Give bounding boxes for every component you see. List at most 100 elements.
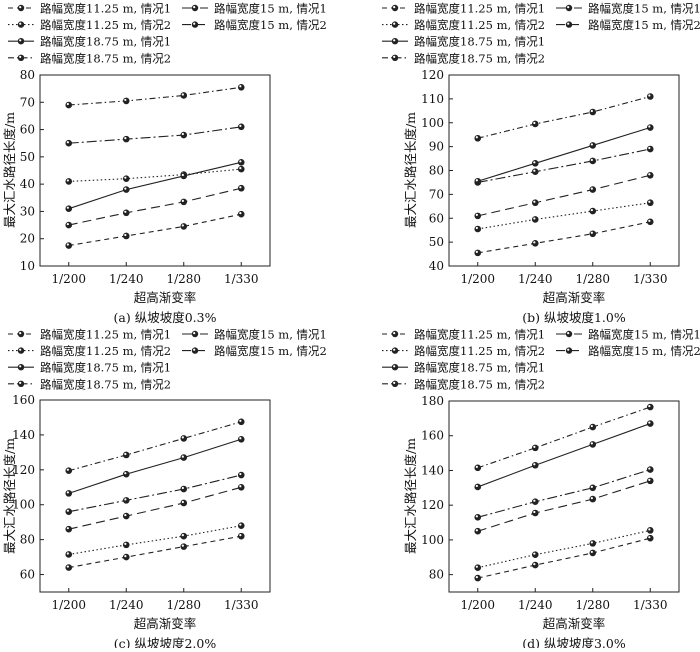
x-tick-label: 1/240: [518, 598, 553, 612]
data-point: [531, 498, 539, 506]
data-point: [474, 514, 482, 521]
legend-marker-highlight: [567, 6, 570, 9]
data-point-highlight: [124, 187, 127, 190]
data-point: [531, 444, 539, 452]
x-tick-label: 1/240: [518, 272, 553, 286]
legend-label: 路幅宽度11.25 m, 情况1: [414, 2, 545, 16]
data-point-highlight: [475, 213, 478, 216]
legend-marker: [17, 364, 25, 371]
data-point: [474, 483, 482, 491]
series-line: [68, 213, 242, 247]
x-tick-label: 1/240: [109, 272, 144, 286]
data-point: [237, 159, 245, 166]
data-point-highlight: [533, 161, 536, 164]
legend-label: 路幅宽度18.75 m, 情况2: [414, 377, 545, 391]
series-line: [477, 537, 651, 579]
data-point-highlight: [533, 463, 536, 466]
data-point-highlight: [181, 132, 184, 136]
data-point: [237, 483, 245, 491]
legend-item: 路幅宽度11.25 m, 情况2: [8, 344, 171, 358]
x-tick-label: 1/200: [460, 598, 495, 612]
data-point-highlight: [648, 219, 651, 222]
series-line: [68, 438, 242, 494]
y-tick-label: 80: [20, 68, 35, 82]
data-point-highlight: [66, 552, 69, 555]
series-4: [474, 171, 654, 220]
data-point-highlight: [124, 98, 127, 102]
data-point: [237, 184, 245, 192]
legend-item: 路幅宽度18.75 m, 情况1: [382, 361, 545, 375]
data-point-highlight: [181, 93, 184, 96]
data-point-highlight: [239, 534, 242, 537]
legend-marker-highlight: [567, 22, 570, 25]
data-point-highlight: [239, 160, 242, 163]
data-point-highlight: [590, 231, 593, 234]
data-point-highlight: [590, 187, 593, 190]
series-line: [68, 187, 242, 226]
data-point-highlight: [590, 442, 593, 445]
data-point: [646, 420, 654, 427]
panel-title: (b) 纵坡坡度1.0%: [522, 310, 626, 325]
data-point-highlight: [181, 199, 184, 202]
data-point: [474, 249, 482, 257]
legend-label: 路幅宽度18.75 m, 情况2: [40, 51, 171, 65]
data-point: [589, 108, 597, 116]
legend-marker: [17, 54, 25, 61]
data-point: [122, 232, 130, 240]
legend-marker: [391, 38, 399, 45]
data-point: [180, 223, 188, 230]
legend-marker-highlight: [393, 55, 396, 59]
data-point: [237, 471, 245, 479]
data-point: [474, 225, 482, 233]
legend-label: 路幅宽度11.25 m, 情况2: [40, 344, 171, 358]
data-point: [589, 186, 597, 193]
data-point: [531, 160, 539, 167]
data-point: [180, 485, 188, 493]
legend-marker: [391, 330, 399, 338]
data-point-highlight: [124, 542, 127, 545]
data-point-highlight: [533, 121, 536, 125]
data-point-highlight: [648, 404, 651, 408]
series-1: [474, 218, 654, 257]
y-tick-label: 20: [20, 232, 35, 246]
legend-marker: [191, 330, 199, 338]
data-point: [122, 186, 130, 193]
data-point-highlight: [66, 527, 69, 530]
data-point: [122, 175, 130, 182]
legend-marker: [191, 347, 199, 354]
data-point: [180, 131, 188, 139]
series-3: [65, 522, 245, 558]
legend-marker: [391, 54, 399, 61]
data-point-highlight: [239, 212, 242, 215]
series-line: [477, 174, 651, 217]
legend-label: 路幅宽度11.25 m, 情况1: [414, 328, 545, 342]
data-point: [531, 199, 539, 207]
data-point-highlight: [648, 536, 651, 539]
chart-panel-2: 路幅宽度11.25 m, 情况1 路幅宽度15 m, 情况1 路幅宽度11.25 m…: [382, 2, 700, 325]
series-3: [65, 165, 245, 185]
data-point: [531, 120, 539, 128]
data-point-highlight: [475, 465, 478, 468]
data-point: [589, 157, 597, 165]
legend-item: 路幅宽度11.25 m, 情况1: [8, 2, 171, 16]
legend-marker-highlight: [567, 348, 570, 351]
legend-label: 路幅宽度11.25 m, 情况2: [40, 18, 171, 32]
legend-label: 路幅宽度18.75 m, 情况1: [40, 35, 171, 49]
data-point-highlight: [239, 167, 242, 170]
series-6: [474, 403, 654, 472]
data-point: [589, 142, 597, 149]
y-tick-label: 80: [429, 164, 444, 178]
series-line: [477, 202, 651, 230]
data-point: [122, 97, 130, 105]
y-tick-label: 70: [20, 95, 35, 109]
data-point: [589, 495, 597, 503]
data-point-highlight: [648, 146, 651, 150]
legend-marker-highlight: [393, 332, 396, 335]
data-point: [122, 541, 130, 549]
data-point: [474, 574, 482, 582]
data-point-highlight: [239, 523, 242, 526]
data-point: [65, 508, 73, 516]
x-tick-label: 1/330: [224, 272, 259, 286]
data-point-highlight: [475, 576, 478, 579]
x-axis-label: 超高渐变率: [543, 616, 606, 631]
